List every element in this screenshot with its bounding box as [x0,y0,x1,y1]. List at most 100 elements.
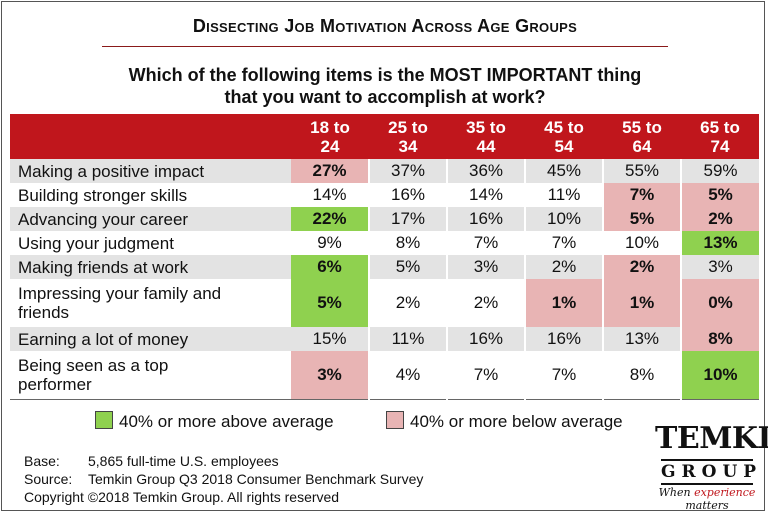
table-row: Impressing your family and friends 5% 2% 2% 1… [10,279,759,327]
legend-below: 40% or more below average [386,411,623,431]
base-note: Base: 5,865 full-time U.S. employees [24,452,423,470]
table-row: Making friends at work 6% 5% 3% 2% 2% 3% [10,255,759,279]
value-cell: 3% [291,351,369,400]
value-cell: 45% [524,159,603,183]
value-cell: 14% [446,183,525,207]
source-note: Source: Temkin Group Q3 2018 Consumer Ben… [24,470,423,488]
value-cell: 6% [291,255,369,279]
row-label: Making friends at work [10,255,291,279]
column-header-line: 24 [320,137,340,156]
table-header-row: 18 to 24 25 to 34 35 to 44 45 to 54 55 to 64 65 to… [10,114,759,159]
value-cell: 2% [602,255,681,279]
value-cell: 10% [602,231,681,255]
value-cell: 9% [317,233,342,252]
value-cell: 2% [680,207,759,231]
table-body: Making a positive impact 27% 37% 36% 45% 55% 5… [10,159,759,400]
column-header-line: 25 to [388,118,428,137]
table-row: Advancing your career 22% 17% 16% 10% 5% 2% [10,207,759,231]
table-row: Making a positive impact 27% 37% 36% 45% 55% 5… [10,159,759,183]
value-cell: 7% [446,351,525,400]
value-cell: 16% [446,207,525,231]
temkin-group-logo: TEMKIN GROUP When experience matters [655,421,768,513]
value-cell: 10% [524,207,603,231]
column-header-2: 25 to 34 [369,114,447,159]
row-label: Advancing your career [10,207,291,231]
row-label: Impressing your family and friends [10,279,291,327]
logo-tag-highlight: experience [694,486,756,499]
value-cell: 8% [368,231,447,255]
legend-label-below: 40% or more below average [410,412,623,431]
legend-swatch-above [95,411,113,429]
legend-swatch-below [386,411,404,429]
value-cell: 7% [602,183,681,207]
row-label-line: performer [18,375,92,394]
column-header-line: 54 [554,137,574,156]
value-cell: 22% [291,207,369,231]
row-label-line: friends [18,303,70,322]
row-label: Making a positive impact [10,159,291,183]
row-label: Using your judgment [18,233,174,253]
column-header-line: 74 [710,137,730,156]
value-cell: 14% [312,185,347,204]
value-cell: 5% [680,183,759,207]
value-cell: 3% [680,255,759,279]
column-header-6: 65 to 74 [681,114,759,159]
value-cell: 37% [368,159,447,183]
value-cell: 5% [291,279,369,327]
chart-title: Dissecting Job Motivation Across Age Gro… [192,16,578,36]
row-label-line: Being seen as a top [18,356,169,375]
row-label: Earning a lot of money [10,327,291,351]
base-value: 5,865 full-time U.S. employees [88,453,279,469]
table-row: Earning a lot of money 15% 11% 16% 16% 13% 8% [10,327,759,351]
value-cell: 55% [602,159,681,183]
value-cell: 5% [602,207,681,231]
column-header-line: 55 to [622,118,662,137]
table-row: Being seen as a top performer 3% 4% 7% 7% 8% 10… [10,351,759,400]
value-cell: 7% [524,351,603,400]
value-cell: 8% [680,327,759,351]
source-value: Temkin Group Q3 2018 Consumer Benchmark … [88,471,424,487]
value-cell: 11% [368,327,447,351]
value-cell: 59% [680,159,759,183]
row-label-line: Impressing your family and [18,284,222,303]
value-cell: 36% [446,159,525,183]
value-cell: 13% [602,327,681,351]
value-cell: 5% [368,255,447,279]
question-line-2: that you want to accomplish at work? [224,87,546,107]
footnotes: Base: 5,865 full-time U.S. employees Sour… [24,452,423,506]
copyright-note: Copyright ©2018 Temkin Group. All rights… [24,489,340,505]
value-cell: 7% [524,231,603,255]
value-cell: 16% [368,183,447,207]
base-key: Base: [24,453,60,469]
legend-label-above: 40% or more above average [119,412,334,431]
column-header-4: 45 to 54 [525,114,603,159]
column-header-line: 35 to [466,118,506,137]
logo-tagline: When experience matters [655,486,759,512]
value-cell: 17% [368,207,447,231]
title-underline [102,46,668,47]
results-table: 18 to 24 25 to 34 35 to 44 45 to 54 55 to 64 65 to… [10,114,759,400]
value-cell: 13% [680,231,759,255]
value-cell: 3% [446,255,525,279]
value-cell: 2% [368,279,447,327]
value-cell: 0% [680,279,759,327]
row-label: Building stronger skills [18,185,188,205]
value-cell: 4% [368,351,447,400]
logo-brand: TEMKIN [655,421,768,456]
row-label: Being seen as a top performer [10,351,291,400]
value-cell: 27% [291,159,369,183]
column-header-line: 44 [476,137,496,156]
legend-above: 40% or more above average [95,411,334,431]
column-header-line: 64 [632,137,652,156]
value-cell: 7% [446,231,525,255]
value-cell: 1% [524,279,603,327]
value-cell: 8% [602,351,681,400]
value-cell: 16% [524,327,603,351]
column-header-3: 35 to 44 [447,114,525,159]
value-cell: 1% [602,279,681,327]
column-header-1: 18 to 24 [291,114,369,159]
question-line-1: Which of the following items is the MOST… [128,65,642,85]
value-cell: 16% [446,327,525,351]
value-cell: 10% [680,351,759,400]
